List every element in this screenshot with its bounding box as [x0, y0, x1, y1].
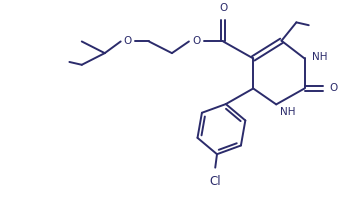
Text: Cl: Cl — [209, 175, 221, 188]
Text: O: O — [329, 84, 338, 94]
Text: O: O — [124, 36, 132, 46]
Text: O: O — [219, 3, 227, 13]
Text: NH: NH — [280, 107, 295, 117]
Text: NH: NH — [312, 52, 328, 62]
Text: O: O — [193, 36, 201, 46]
